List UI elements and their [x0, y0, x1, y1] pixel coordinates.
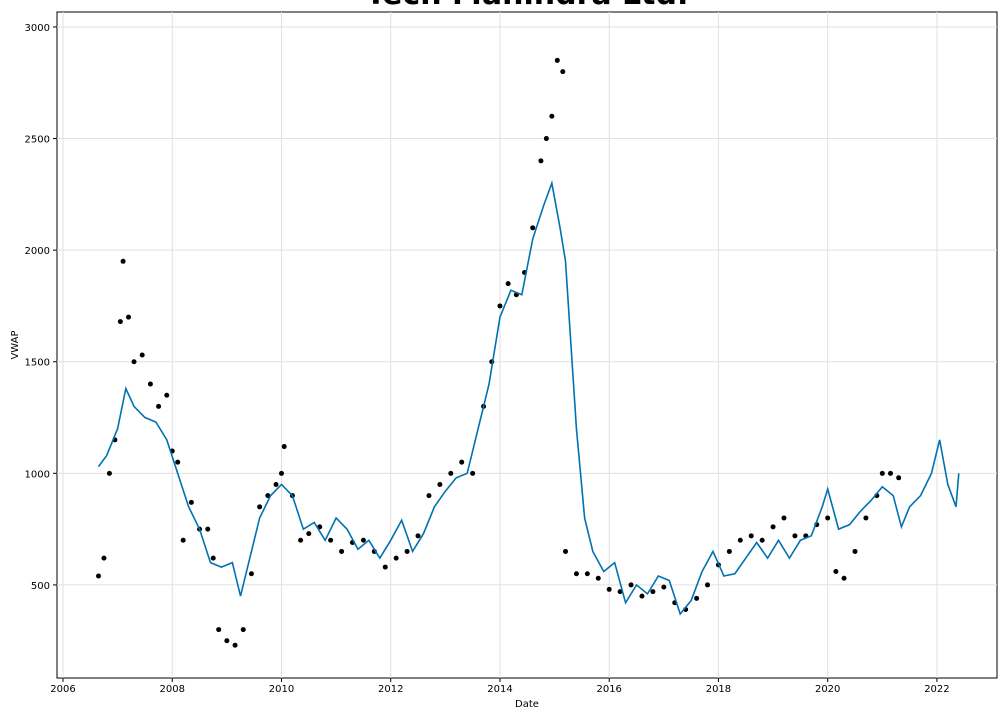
- data-point: [748, 533, 754, 539]
- data-point: [470, 470, 476, 476]
- x-tick-label: 2018: [706, 684, 731, 695]
- data-point: [404, 548, 410, 554]
- data-point: [560, 69, 566, 75]
- data-point: [694, 595, 700, 601]
- data-point: [543, 136, 549, 142]
- data-point: [705, 582, 711, 588]
- data-point: [240, 627, 246, 633]
- data-point: [563, 548, 569, 554]
- data-point: [549, 113, 555, 119]
- data-point: [188, 499, 194, 505]
- data-point: [257, 504, 263, 510]
- data-point: [530, 225, 536, 231]
- data-point: [205, 526, 211, 532]
- y-tick-label: 3000: [25, 23, 50, 34]
- x-tick-label: 2014: [487, 684, 512, 695]
- data-point: [448, 470, 454, 476]
- data-point: [96, 573, 102, 579]
- x-tick-label: 2010: [269, 684, 294, 695]
- data-point: [339, 548, 345, 554]
- data-point: [726, 548, 732, 554]
- x-tick-label: 2020: [815, 684, 840, 695]
- data-point: [248, 571, 254, 577]
- data-point: [650, 589, 656, 595]
- data-point: [139, 352, 145, 358]
- data-point: [792, 533, 798, 539]
- x-tick-label: 2022: [924, 684, 949, 695]
- data-point: [781, 515, 787, 521]
- data-point: [216, 627, 222, 633]
- data-point: [232, 642, 238, 648]
- data-point: [278, 470, 284, 476]
- x-tick-label: 2012: [378, 684, 403, 695]
- data-point: [538, 158, 544, 164]
- data-point: [164, 392, 170, 398]
- data-point: [382, 564, 388, 570]
- data-point: [224, 638, 230, 644]
- data-point: [505, 281, 511, 287]
- y-tick-label: 500: [31, 581, 50, 592]
- data-point: [497, 303, 503, 309]
- data-point: [106, 470, 112, 476]
- data-point: [737, 537, 743, 543]
- data-point: [879, 470, 885, 476]
- data-point: [360, 537, 366, 543]
- data-point: [896, 475, 902, 481]
- data-point: [825, 515, 831, 521]
- data-point: [147, 381, 153, 387]
- data-point: [863, 515, 869, 521]
- y-tick-label: 1500: [25, 358, 50, 369]
- data-point: [584, 571, 590, 577]
- data-point: [661, 584, 667, 590]
- data-point: [415, 533, 421, 539]
- data-point: [273, 481, 279, 487]
- forecast-line: [97, 180, 960, 616]
- data-point: [639, 593, 645, 599]
- data-point: [554, 57, 560, 63]
- x-tick-label: 2016: [596, 684, 621, 695]
- data-point: [459, 459, 465, 465]
- data-point: [887, 470, 893, 476]
- y-axis-label: VWAP: [10, 330, 21, 359]
- y-tick-label: 2000: [25, 246, 50, 257]
- data-point: [117, 319, 123, 325]
- data-point: [759, 537, 765, 543]
- plot-frame: [56, 11, 998, 679]
- data-point: [393, 555, 399, 561]
- data-point: [298, 537, 304, 543]
- data-point: [126, 314, 132, 320]
- data-point: [120, 258, 126, 264]
- data-point: [595, 575, 601, 581]
- data-point: [770, 524, 776, 530]
- data-point: [328, 537, 334, 543]
- x-tick-label: 2008: [160, 684, 185, 695]
- data-point: [156, 403, 162, 409]
- data-point: [175, 459, 181, 465]
- data-point: [573, 571, 579, 577]
- data-point: [437, 481, 443, 487]
- x-tick-label: 2006: [50, 684, 75, 695]
- data-point: [131, 359, 137, 365]
- chart-title: Tech Mahindra Ltd.: [366, 0, 689, 12]
- data-point: [426, 493, 432, 499]
- data-point: [306, 531, 312, 537]
- data-point: [281, 444, 287, 450]
- data-point: [606, 586, 612, 592]
- data-point: [617, 589, 623, 595]
- y-tick-label: 2500: [25, 135, 50, 146]
- data-point: [180, 537, 186, 543]
- x-axis-label: Date: [515, 699, 539, 710]
- data-point: [833, 569, 839, 575]
- data-point: [841, 575, 847, 581]
- data-point: [101, 555, 107, 561]
- y-tick-label: 1000: [25, 469, 50, 480]
- data-point: [628, 582, 634, 588]
- data-point: [210, 555, 216, 561]
- data-point: [852, 548, 858, 554]
